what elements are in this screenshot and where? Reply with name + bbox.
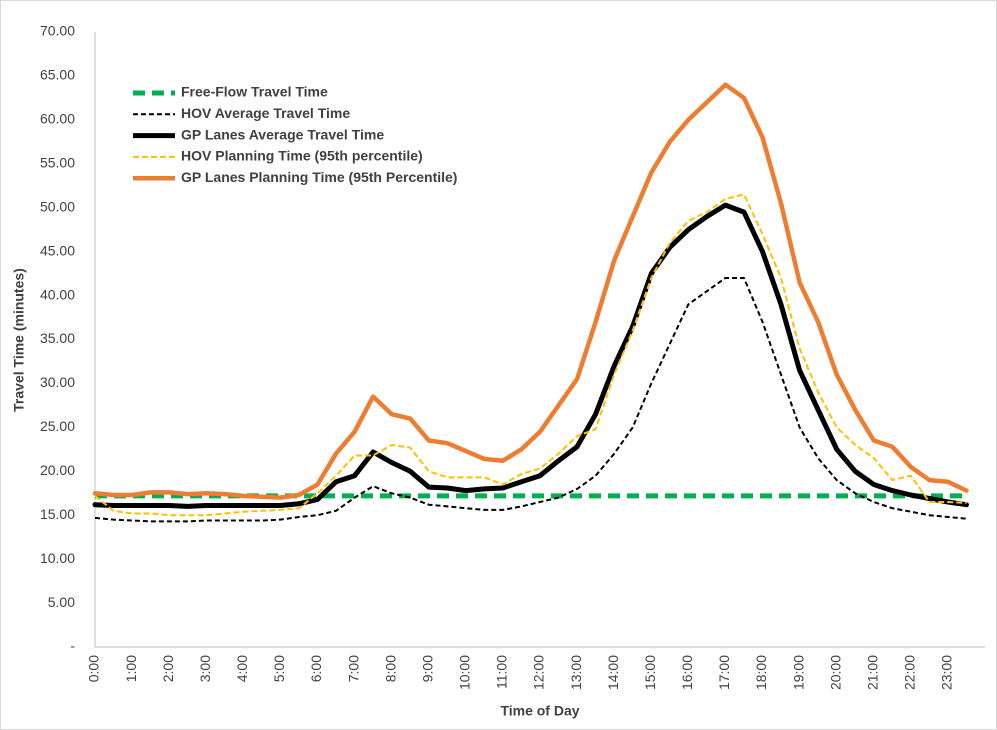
x-tick-label: 22:00 — [902, 655, 918, 690]
series-line — [94, 277, 967, 523]
x-axis-title: Time of Day — [500, 703, 579, 719]
x-tick-label: 14:00 — [605, 655, 621, 690]
y-tick-label: 25.00 — [40, 418, 75, 434]
y-tick-label: 45.00 — [40, 242, 75, 258]
legend-label: HOV Planning Time (95th percentile) — [181, 148, 423, 164]
x-tick-label: 23:00 — [939, 655, 955, 690]
x-tick-label: 7:00 — [345, 655, 361, 682]
x-tick-label: 21:00 — [864, 655, 880, 690]
x-tick-label: 6:00 — [308, 655, 324, 682]
legend-label: GP Lanes Average Travel Time — [181, 126, 384, 142]
series-line — [92, 82, 969, 500]
legend-label: Free-Flow Travel Time — [181, 84, 328, 100]
legend-label: HOV Average Travel Time — [181, 105, 350, 121]
y-tick-label: 65.00 — [40, 67, 75, 83]
y-tick-label: - — [70, 638, 75, 654]
y-tick-label: 35.00 — [40, 330, 75, 346]
x-tick-label: 12:00 — [531, 655, 547, 690]
x-tick-label: 0:00 — [86, 655, 102, 682]
y-tick-label: 50.00 — [40, 198, 75, 214]
x-tick-label: 18:00 — [753, 655, 769, 690]
x-tick-label: 16:00 — [679, 655, 695, 690]
y-tick-label: 5.00 — [48, 594, 75, 610]
x-tick-label: 15:00 — [642, 655, 658, 690]
legend-label: GP Lanes Planning Time (95th Percentile) — [181, 169, 457, 185]
x-tick-label: 4:00 — [234, 655, 250, 682]
x-tick-label: 9:00 — [419, 655, 435, 682]
y-axis-title: Travel Time (minutes) — [11, 268, 27, 412]
x-tick-label: 17:00 — [716, 655, 732, 690]
x-tick-label: 13:00 — [568, 655, 584, 690]
y-tick-label: 15.00 — [40, 506, 75, 522]
y-tick-label: 40.00 — [40, 286, 75, 302]
x-tick-label: 11:00 — [494, 655, 510, 689]
x-tick-label: 8:00 — [382, 655, 398, 682]
y-tick-label: 55.00 — [40, 154, 75, 170]
series-line — [92, 202, 969, 509]
y-tick-label: 70.00 — [40, 23, 75, 39]
x-tick-label: 1:00 — [123, 655, 139, 682]
x-tick-label: 2:00 — [160, 655, 176, 682]
x-tick-label: 5:00 — [271, 655, 287, 682]
y-tick-label: 10.00 — [40, 550, 75, 566]
y-tick-label: 30.00 — [40, 374, 75, 390]
x-tick-label: 10:00 — [457, 655, 473, 690]
y-tick-label: 20.00 — [40, 462, 75, 478]
x-tick-label: 20:00 — [827, 655, 843, 690]
y-tick-label: 60.00 — [40, 111, 75, 127]
x-tick-label: 3:00 — [197, 655, 213, 682]
x-tick-label: 19:00 — [790, 655, 806, 690]
series-line — [94, 193, 967, 517]
